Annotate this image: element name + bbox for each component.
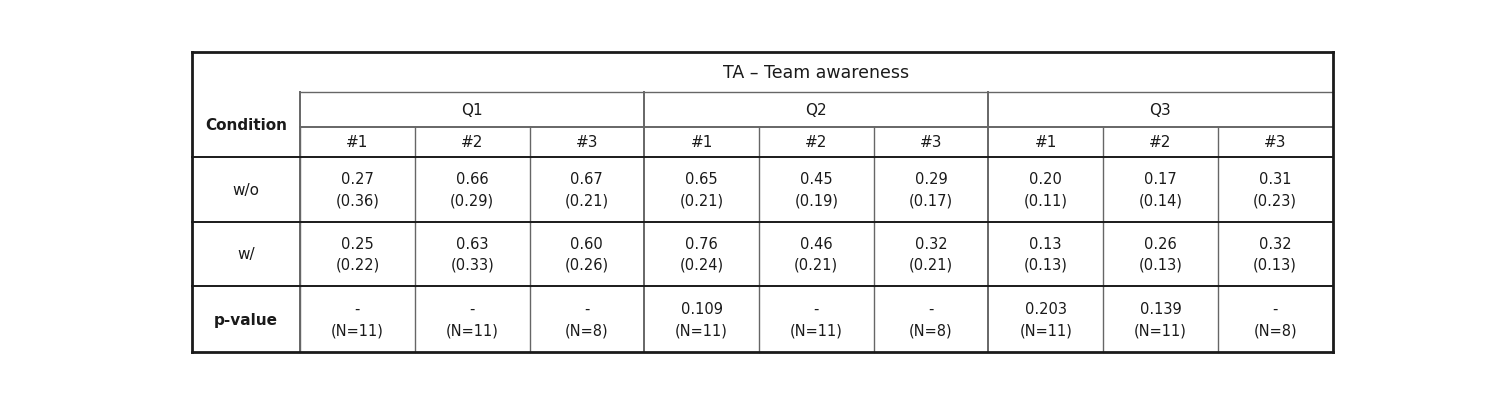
Text: 0.32
(0.13): 0.32 (0.13) bbox=[1254, 236, 1297, 272]
Text: 0.139
(N=11): 0.139 (N=11) bbox=[1135, 302, 1187, 337]
Text: #2: #2 bbox=[461, 135, 483, 150]
Text: 0.76
(0.24): 0.76 (0.24) bbox=[680, 236, 724, 272]
Text: 0.63
(0.33): 0.63 (0.33) bbox=[451, 236, 494, 272]
Text: Q1: Q1 bbox=[461, 103, 483, 118]
Text: w/o: w/o bbox=[232, 182, 259, 197]
Text: -
(N=11): - (N=11) bbox=[446, 302, 498, 337]
Text: #1: #1 bbox=[690, 135, 712, 150]
Text: p-value: p-value bbox=[214, 312, 278, 327]
Text: 0.31
(0.23): 0.31 (0.23) bbox=[1254, 172, 1297, 208]
Text: #1: #1 bbox=[346, 135, 369, 150]
Text: 0.66
(0.29): 0.66 (0.29) bbox=[451, 172, 494, 208]
Text: 0.203
(N=11): 0.203 (N=11) bbox=[1019, 302, 1072, 337]
Text: 0.46
(0.21): 0.46 (0.21) bbox=[794, 236, 839, 272]
Text: #3: #3 bbox=[1264, 135, 1286, 150]
Text: 0.29
(0.17): 0.29 (0.17) bbox=[909, 172, 953, 208]
Text: 0.32
(0.21): 0.32 (0.21) bbox=[909, 236, 953, 272]
Text: -
(N=8): - (N=8) bbox=[565, 302, 608, 337]
Text: -
(N=11): - (N=11) bbox=[790, 302, 843, 337]
Text: w/: w/ bbox=[236, 247, 254, 261]
Text: -
(N=11): - (N=11) bbox=[332, 302, 384, 337]
Text: #1: #1 bbox=[1035, 135, 1057, 150]
Text: 0.65
(0.21): 0.65 (0.21) bbox=[680, 172, 724, 208]
Text: 0.67
(0.21): 0.67 (0.21) bbox=[565, 172, 610, 208]
Text: #3: #3 bbox=[575, 135, 598, 150]
Text: 0.109
(N=11): 0.109 (N=11) bbox=[675, 302, 729, 337]
Text: #3: #3 bbox=[920, 135, 943, 150]
Text: 0.27
(0.36): 0.27 (0.36) bbox=[336, 172, 379, 208]
Text: Q2: Q2 bbox=[806, 103, 827, 118]
Text: Condition: Condition bbox=[205, 118, 287, 133]
Text: 0.13
(0.13): 0.13 (0.13) bbox=[1025, 236, 1068, 272]
Text: Q3: Q3 bbox=[1149, 103, 1172, 118]
Text: 0.17
(0.14): 0.17 (0.14) bbox=[1139, 172, 1182, 208]
Text: 0.25
(0.22): 0.25 (0.22) bbox=[335, 236, 379, 272]
Text: 0.26
(0.13): 0.26 (0.13) bbox=[1139, 236, 1182, 272]
Text: #2: #2 bbox=[804, 135, 827, 150]
Text: 0.60
(0.26): 0.60 (0.26) bbox=[565, 236, 610, 272]
Text: 0.20
(0.11): 0.20 (0.11) bbox=[1023, 172, 1068, 208]
Text: TA – Team awareness: TA – Team awareness bbox=[723, 64, 910, 82]
Text: -
(N=8): - (N=8) bbox=[909, 302, 953, 337]
Text: -
(N=8): - (N=8) bbox=[1254, 302, 1297, 337]
Text: 0.45
(0.19): 0.45 (0.19) bbox=[794, 172, 839, 208]
Text: #2: #2 bbox=[1149, 135, 1172, 150]
